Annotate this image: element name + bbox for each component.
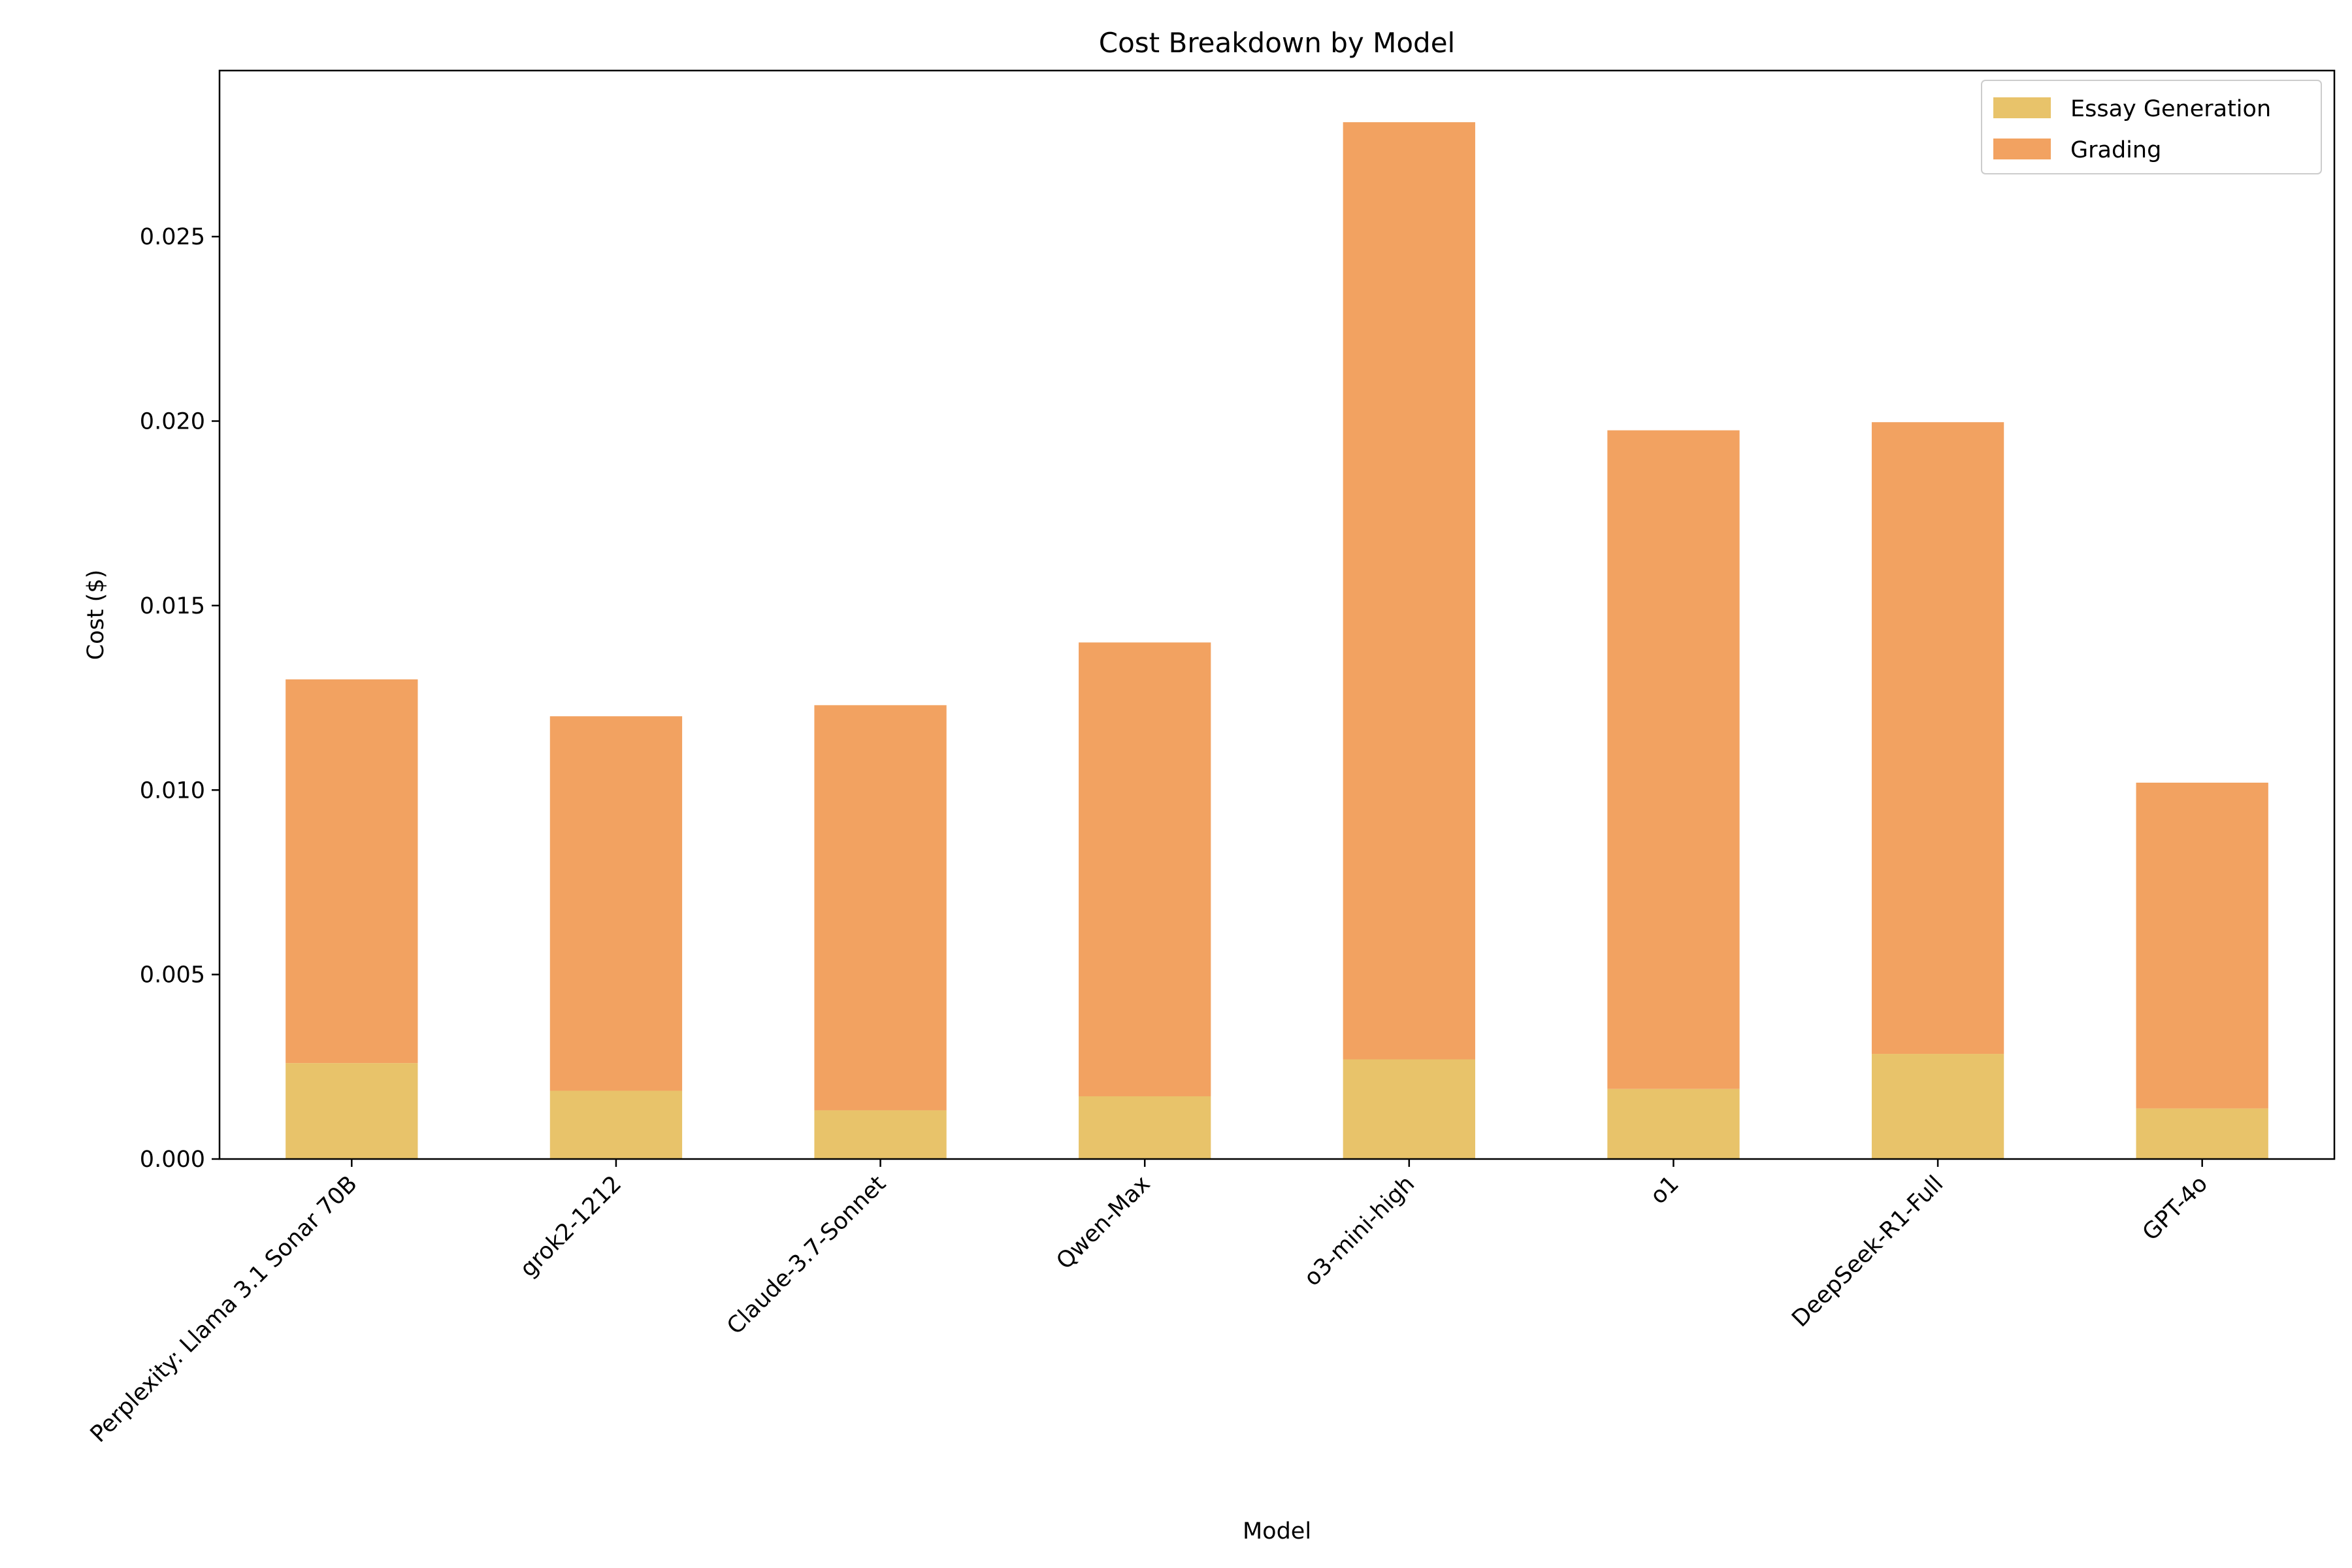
bar-grading-7 — [2136, 782, 2268, 1109]
bar-grading-3 — [1079, 642, 1211, 1096]
chart-title: Cost Breakdown by Model — [1099, 27, 1455, 59]
y-axis-label: Cost ($) — [83, 570, 109, 661]
bar-grading-1 — [549, 716, 683, 1091]
y-tick-label: 0.015 — [140, 593, 205, 619]
y-axis: 0.000 0.005 0.010 0.015 0.020 0.025 — [140, 224, 220, 1173]
y-tick-label: 0.005 — [140, 962, 205, 988]
bars-group — [286, 122, 2268, 1159]
y-tick-label: 0.025 — [140, 224, 205, 250]
bar-grading-6 — [1871, 422, 2004, 1054]
legend-swatch — [1993, 97, 2051, 118]
legend-entry-label: Essay Generation — [2070, 96, 2271, 122]
bar-grading-2 — [814, 705, 947, 1111]
bar-essay-generation-3 — [1079, 1096, 1211, 1159]
legend: Essay Generation Grading — [1981, 80, 2322, 174]
legend-swatch — [1993, 139, 2051, 159]
x-axis-label: Model — [1243, 1518, 1311, 1544]
bar-essay-generation-7 — [2136, 1108, 2268, 1159]
bar-essay-generation-5 — [1607, 1088, 1740, 1159]
bar-grading-5 — [1607, 430, 1740, 1089]
y-tick-label: 0.000 — [140, 1147, 205, 1173]
plot-frame — [218, 69, 2336, 1160]
y-tick-label: 0.010 — [140, 777, 205, 804]
bar-essay-generation-1 — [549, 1090, 683, 1159]
legend-box — [1981, 80, 2322, 174]
legend-entry-label: Grading — [2070, 137, 2161, 163]
bar-grading-0 — [286, 679, 418, 1064]
y-tick-label: 0.020 — [140, 409, 205, 435]
bar-essay-generation-2 — [814, 1110, 947, 1159]
bar-essay-generation-6 — [1871, 1054, 2004, 1159]
bar-essay-generation-4 — [1343, 1059, 1475, 1159]
bar-grading-4 — [1343, 122, 1475, 1060]
bar-essay-generation-0 — [286, 1063, 418, 1159]
